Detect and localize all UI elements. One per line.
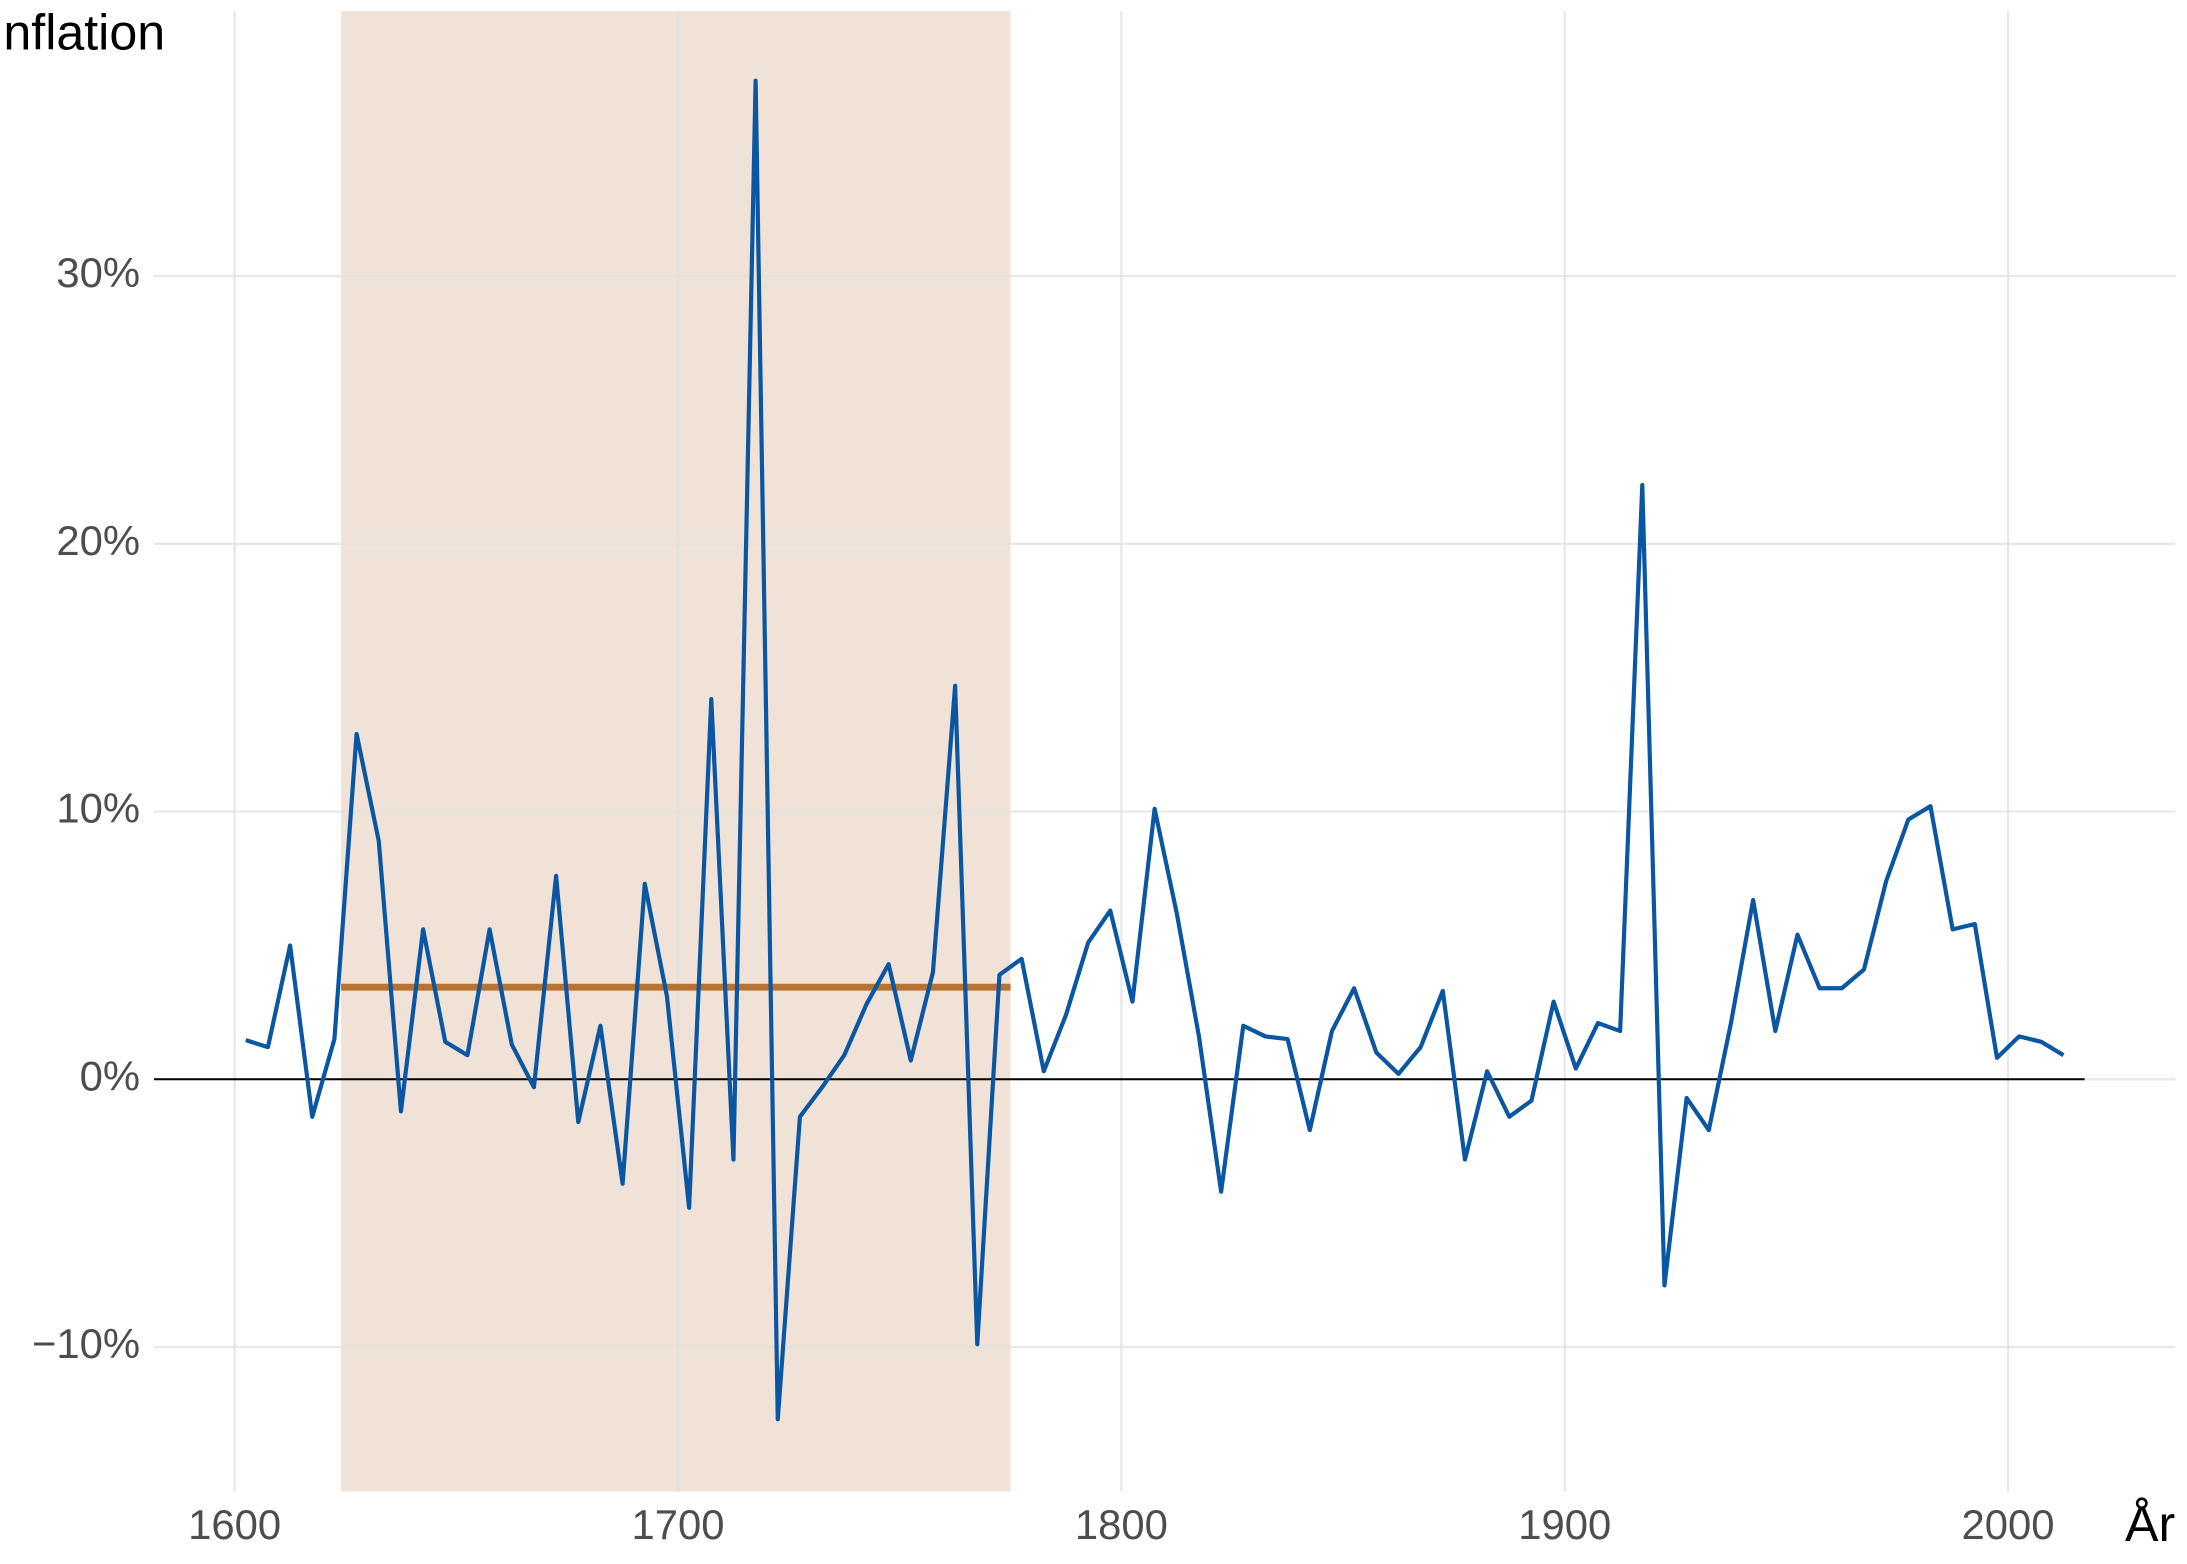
x-tick-label: 1900 <box>1518 1501 1611 1548</box>
y-tick-label: 10% <box>56 785 140 832</box>
y-tick-label: 20% <box>56 517 140 564</box>
y-tick-label: 0% <box>80 1052 140 1099</box>
x-tick-label: 1700 <box>632 1501 725 1548</box>
x-axis-title: År <box>2125 1496 2175 1552</box>
y-axis-title: Inflation <box>0 4 165 60</box>
x-tick-label: 1600 <box>188 1501 281 1548</box>
x-tick-label: 1800 <box>1075 1501 1168 1548</box>
y-tick-label: 30% <box>56 249 140 296</box>
x-tick-label: 2000 <box>1962 1501 2055 1548</box>
highlight-band <box>341 11 1011 1492</box>
y-tick-label: −10% <box>32 1320 140 1367</box>
data-line <box>245 78 2065 1422</box>
plot: 1600 1700 1800 1900 2000 −10% 0% 10% 20% 30% <box>32 11 2176 1548</box>
